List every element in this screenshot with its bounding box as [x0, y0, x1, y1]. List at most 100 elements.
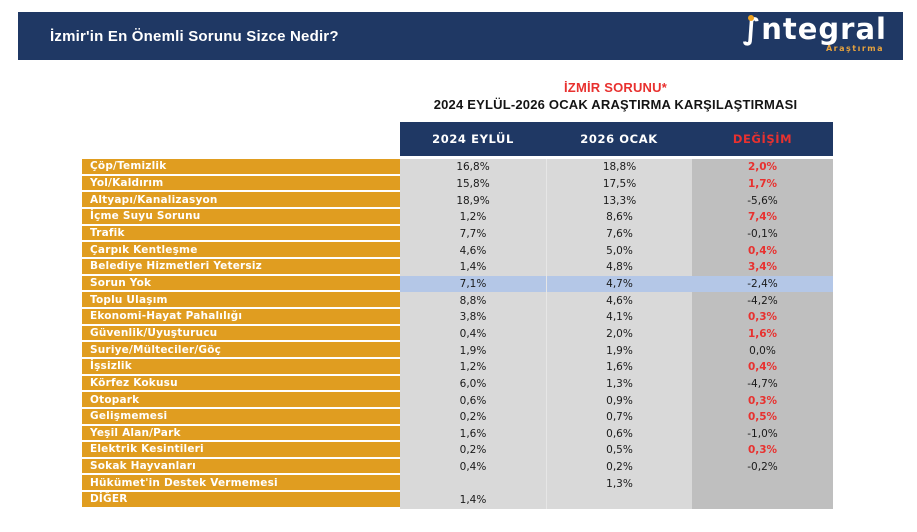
value-2024-eylul: 6,0% — [400, 375, 546, 393]
value-degisim: -4,2% — [692, 292, 833, 309]
value-2024-eylul: 16,8% — [400, 159, 546, 176]
table-row: Güvenlik/Uyuşturucu 0,4% 2,0% 1,6% — [82, 325, 833, 343]
value-2024-eylul: 18,9% — [400, 192, 546, 209]
table-row: Körfez Kokusu 6,0% 1,3% -4,7% — [82, 375, 833, 393]
value-2024-eylul: 1,2% — [400, 358, 546, 376]
value-degisim — [692, 475, 833, 493]
page-title: İzmir'in En Önemli Sorunu Sizce Nedir? — [50, 27, 339, 45]
value-2026-ocak: 1,9% — [546, 342, 692, 359]
row-label: Yol/Kaldırım — [82, 175, 400, 193]
logo-wordmark: ∫ntegral — [742, 12, 887, 46]
table-row: Gelişmemesi 0,2% 0,7% 0,5% — [82, 408, 833, 426]
chart-title: İZMİR SORUNU* — [564, 80, 667, 95]
value-2024-eylul: 4,6% — [400, 242, 546, 259]
value-2026-ocak: 8,6% — [546, 208, 692, 226]
value-degisim: -0,1% — [692, 225, 833, 243]
row-label: Otopark — [82, 392, 400, 409]
row-label: Yeşil Alan/Park — [82, 425, 400, 443]
value-2026-ocak: 0,6% — [546, 425, 692, 443]
value-degisim: 0,3% — [692, 308, 833, 326]
chart-subtitle: 2024 EYLÜL-2026 OCAK ARAŞTIRMA KARŞILAŞT… — [433, 97, 798, 112]
table-row: Trafik 7,7% 7,6% -0,1% — [82, 225, 833, 243]
table-row: Hükümet'in Destek Vermemesi 1,3% — [82, 475, 833, 493]
row-label: Çarpık Kentleşme — [82, 242, 400, 259]
value-2024-eylul: 0,4% — [400, 325, 546, 343]
value-2024-eylul: 7,1% — [400, 275, 546, 293]
value-2026-ocak — [546, 492, 692, 509]
value-degisim: 3,4% — [692, 258, 833, 276]
value-degisim: 0,3% — [692, 392, 833, 409]
integral-logo: ∫ntegral Araştırma — [743, 15, 887, 53]
table-row: Elektrik Kesintileri 0,2% 0,5% 0,3% — [82, 442, 833, 459]
table-body: Çöp/Temizlik 16,8% 18,8% 2,0% Yol/Kaldırım 15… — [82, 159, 833, 509]
value-degisim: 1,6% — [692, 325, 833, 343]
value-2026-ocak: 4,8% — [546, 258, 692, 276]
value-degisim: -0,2% — [692, 458, 833, 476]
value-2026-ocak: 18,8% — [546, 159, 692, 176]
table-row: Sokak Hayvanları 0,4% 0,2% -0,2% — [82, 458, 833, 476]
value-2026-ocak: 0,2% — [546, 458, 692, 476]
value-degisim: -4,7% — [692, 375, 833, 393]
value-2024-eylul: 15,8% — [400, 175, 546, 193]
value-degisim: 0,5% — [692, 408, 833, 426]
column-header-2026-ocak: 2026 OCAK — [580, 132, 658, 146]
row-label: Suriye/Mülteciler/Göç — [82, 342, 400, 359]
table-row: İçme Suyu Sorunu 1,2% 8,6% 7,4% — [82, 208, 833, 226]
table-row: Altyapı/Kanalizasyon 18,9% 13,3% -5,6% — [82, 192, 833, 209]
value-2026-ocak: 0,7% — [546, 408, 692, 426]
row-label: Güvenlik/Uyuşturucu — [82, 325, 400, 343]
table-row: Yol/Kaldırım 15,8% 17,5% 1,7% — [82, 175, 833, 193]
table-row: DİĞER 1,4% — [82, 492, 833, 509]
value-2026-ocak: 17,5% — [546, 175, 692, 193]
row-label: Çöp/Temizlik — [82, 159, 400, 176]
table-row: Yeşil Alan/Park 1,6% 0,6% -1,0% — [82, 425, 833, 443]
value-2024-eylul: 1,4% — [400, 492, 546, 509]
row-label: Sokak Hayvanları — [82, 458, 400, 476]
value-degisim: 0,4% — [692, 358, 833, 376]
row-label: İşsizlik — [82, 358, 400, 376]
table-row: Belediye Hizmetleri Yetersiz 1,4% 4,8% 3,4% — [82, 258, 833, 276]
row-label: Belediye Hizmetleri Yetersiz — [82, 258, 400, 276]
chart-title-block: İZMİR SORUNU* 2024 EYLÜL-2026 OCAK ARAŞT… — [390, 80, 841, 112]
value-2024-eylul: 1,6% — [400, 425, 546, 443]
value-2024-eylul: 0,4% — [400, 458, 546, 476]
value-2026-ocak: 5,0% — [546, 242, 692, 259]
table-row: Toplu Ulaşım 8,8% 4,6% -4,2% — [82, 292, 833, 309]
value-2026-ocak: 1,3% — [546, 375, 692, 393]
table-row: İşsizlik 1,2% 1,6% 0,4% — [82, 358, 833, 376]
value-degisim: 0,3% — [692, 442, 833, 459]
row-label: İçme Suyu Sorunu — [82, 208, 400, 226]
value-2026-ocak: 7,6% — [546, 225, 692, 243]
value-degisim: 0,0% — [692, 342, 833, 359]
value-2026-ocak: 4,1% — [546, 308, 692, 326]
comparison-table: 2024 EYLÜL 2026 OCAK DEĞİŞİM Çöp/Temizli… — [82, 122, 833, 509]
row-label: Altyapı/Kanalizasyon — [82, 192, 400, 209]
value-2026-ocak: 2,0% — [546, 325, 692, 343]
table-row: Suriye/Mülteciler/Göç 1,9% 1,9% 0,0% — [82, 342, 833, 359]
value-degisim: -2,4% — [692, 275, 833, 293]
row-label: Körfez Kokusu — [82, 375, 400, 393]
value-2024-eylul — [400, 475, 546, 493]
value-2024-eylul: 0,2% — [400, 408, 546, 426]
value-2024-eylul: 0,2% — [400, 442, 546, 459]
row-label: Gelişmemesi — [82, 408, 400, 426]
value-2024-eylul: 1,2% — [400, 208, 546, 226]
integral-glyph: ∫ — [742, 12, 762, 46]
value-degisim: -1,0% — [692, 425, 833, 443]
row-label: Ekonomi-Hayat Pahalılığı — [82, 308, 400, 326]
value-2026-ocak: 4,7% — [546, 275, 692, 293]
value-2024-eylul: 1,4% — [400, 258, 546, 276]
row-label: Elektrik Kesintileri — [82, 442, 400, 459]
table-row: Çarpık Kentleşme 4,6% 5,0% 0,4% — [82, 242, 833, 259]
row-label: Sorun Yok — [82, 275, 400, 293]
table-row: Otopark 0,6% 0,9% 0,3% — [82, 392, 833, 409]
value-degisim: 1,7% — [692, 175, 833, 193]
value-2026-ocak: 4,6% — [546, 292, 692, 309]
value-degisim — [692, 492, 833, 509]
value-2024-eylul: 8,8% — [400, 292, 546, 309]
column-header-degisim: DEĞİŞİM — [732, 132, 793, 146]
value-2026-ocak: 1,6% — [546, 358, 692, 376]
row-label: Trafik — [82, 225, 400, 243]
value-2026-ocak: 0,9% — [546, 392, 692, 409]
